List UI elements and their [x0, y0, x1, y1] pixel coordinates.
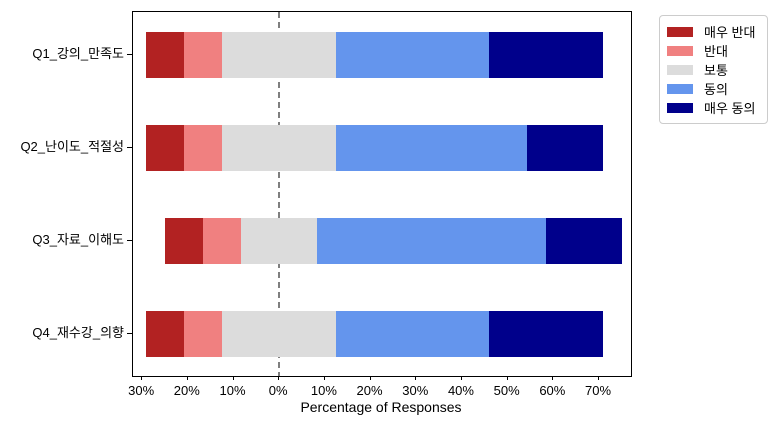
bar-segment — [317, 218, 546, 264]
bar-segment — [241, 218, 318, 264]
x-axis-tick-label: 20% — [173, 383, 200, 398]
y-axis-tick — [127, 240, 132, 241]
x-axis-tick — [186, 376, 188, 380]
legend-label: 보통 — [704, 63, 728, 78]
x-axis-tick — [506, 376, 508, 380]
legend-item: 매우 반대 — [667, 22, 759, 41]
y-axis-category-label: Q1_강의_만족도 — [32, 46, 124, 61]
bar-segment — [488, 311, 603, 357]
bar-row — [133, 32, 631, 78]
x-axis-tick-label: 50% — [493, 383, 520, 398]
y-axis-tick — [127, 54, 132, 55]
x-axis-tick — [141, 376, 143, 380]
bar-segment — [145, 311, 185, 357]
legend-item: 매우 동의 — [667, 98, 759, 117]
x-axis-tick-label: 60% — [539, 383, 566, 398]
x-axis-title: Percentage of Responses — [300, 399, 462, 415]
x-axis-tick — [552, 376, 554, 380]
x-axis-tick — [278, 376, 280, 380]
x-axis-tick — [598, 376, 600, 380]
bar-segment — [526, 125, 603, 171]
legend-item: 반대 — [667, 41, 759, 60]
y-axis-category-label: Q4_재수강_의향 — [32, 325, 124, 340]
bar-segment — [222, 125, 337, 171]
plot-area — [132, 11, 632, 377]
bar-segment — [203, 218, 242, 264]
bar-segment — [222, 32, 337, 78]
x-axis-tick — [323, 376, 325, 380]
x-axis-tick-label: 10% — [219, 383, 246, 398]
bar-segment — [165, 218, 204, 264]
bar-segment — [336, 125, 527, 171]
legend-color-swatch — [667, 102, 693, 113]
x-axis-tick — [369, 376, 371, 380]
legend-color-swatch — [667, 64, 693, 75]
bar-segment — [488, 32, 603, 78]
legend-color-swatch — [667, 83, 693, 94]
x-axis-tick — [232, 376, 234, 380]
x-axis-tick-label: 10% — [310, 383, 337, 398]
bar-segment — [145, 125, 185, 171]
x-axis-tick-label: 0% — [268, 383, 288, 398]
legend-item: 동의 — [667, 79, 759, 98]
legend-label: 매우 동의 — [704, 101, 756, 116]
x-axis-tick-label: 30% — [402, 383, 429, 398]
legend-label: 매우 반대 — [704, 25, 756, 40]
bar-segment — [336, 32, 489, 78]
bar-segment — [336, 311, 489, 357]
legend-color-swatch — [667, 45, 693, 56]
bar-segment — [184, 32, 223, 78]
x-axis-tick-label: 30% — [128, 383, 155, 398]
y-axis-tick — [127, 333, 132, 334]
x-axis-tick-label: 20% — [356, 383, 383, 398]
legend-label: 동의 — [704, 82, 728, 97]
legend-label: 반대 — [704, 44, 728, 59]
bar-row — [133, 218, 631, 264]
bar-segment — [222, 311, 337, 357]
legend-color-swatch — [667, 26, 693, 37]
bar-segment — [184, 125, 223, 171]
bar-segment — [145, 32, 185, 78]
bar-row — [133, 311, 631, 357]
y-axis-category-label: Q2_난이도_적절성 — [20, 139, 124, 154]
bar-row — [133, 125, 631, 171]
y-axis-category-label: Q3_자료_이해도 — [32, 232, 124, 247]
legend-item: 보통 — [667, 60, 759, 79]
zero-reference-line — [278, 12, 281, 376]
x-axis-tick-label: 70% — [585, 383, 612, 398]
x-axis-tick-label: 40% — [447, 383, 474, 398]
x-axis-tick — [460, 376, 462, 380]
bar-segment — [545, 218, 622, 264]
y-axis-tick — [127, 147, 132, 148]
bar-segment — [184, 311, 223, 357]
x-axis-tick — [415, 376, 417, 380]
